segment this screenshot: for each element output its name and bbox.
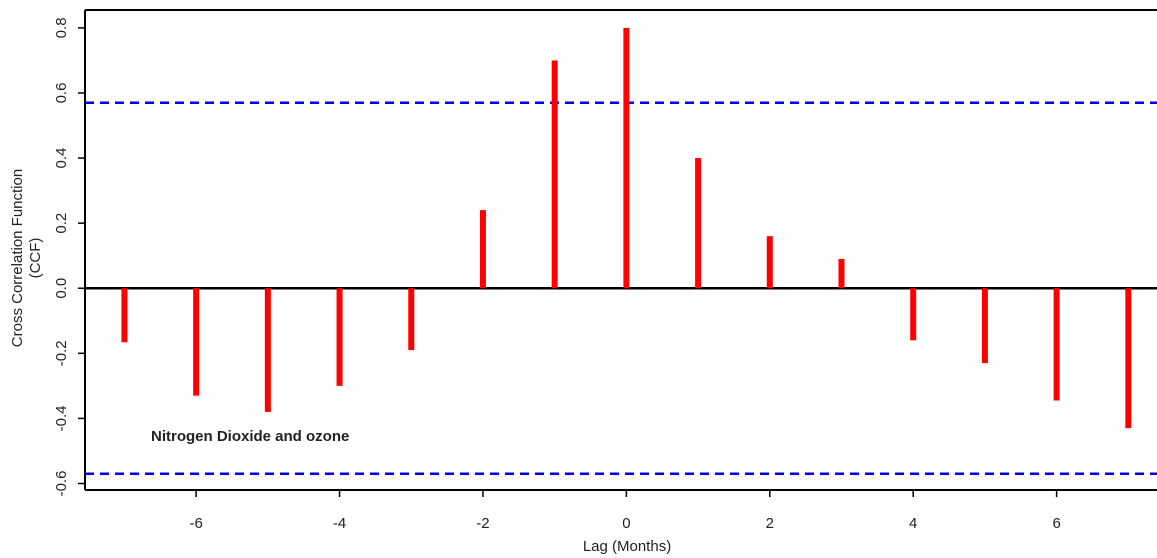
bar	[193, 288, 200, 396]
y-tick-label: 0.2	[53, 213, 70, 234]
bar	[623, 27, 630, 289]
y-tick-label: 0.8	[53, 17, 70, 38]
x-tick-label: -4	[333, 515, 346, 532]
y-tick-label: 0.0	[53, 278, 70, 299]
bar	[121, 288, 128, 343]
x-tick-label: 0	[622, 515, 630, 532]
bar	[695, 158, 702, 289]
bar	[1125, 288, 1132, 429]
x-tick-label: -6	[189, 515, 202, 532]
y-axis-label: (CCF)	[27, 238, 44, 279]
y-tick-label: -0.6	[53, 471, 70, 497]
bar	[264, 288, 271, 412]
x-axis-label: Lag (Months)	[583, 538, 671, 555]
bar	[910, 288, 917, 341]
x-tick-label: 4	[909, 515, 917, 532]
bar	[981, 288, 988, 364]
bar	[479, 210, 486, 289]
bar	[1053, 288, 1060, 401]
y-tick-label: -0.4	[53, 405, 70, 431]
x-tick-label: 2	[766, 515, 774, 532]
x-tick-label: -2	[476, 515, 489, 532]
annotation: Nitrogen Dioxide and ozone	[151, 428, 349, 445]
bar	[551, 60, 558, 289]
y-tick-label: 0.4	[53, 148, 70, 169]
y-tick-label: 0.6	[53, 83, 70, 104]
x-tick-label: 6	[1052, 515, 1060, 532]
bar	[766, 236, 773, 289]
y-axis-label: Cross Correlation Function	[9, 169, 26, 347]
bar	[838, 258, 845, 289]
y-tick-label: -0.2	[53, 340, 70, 366]
bar	[336, 288, 343, 386]
bar	[408, 288, 415, 351]
